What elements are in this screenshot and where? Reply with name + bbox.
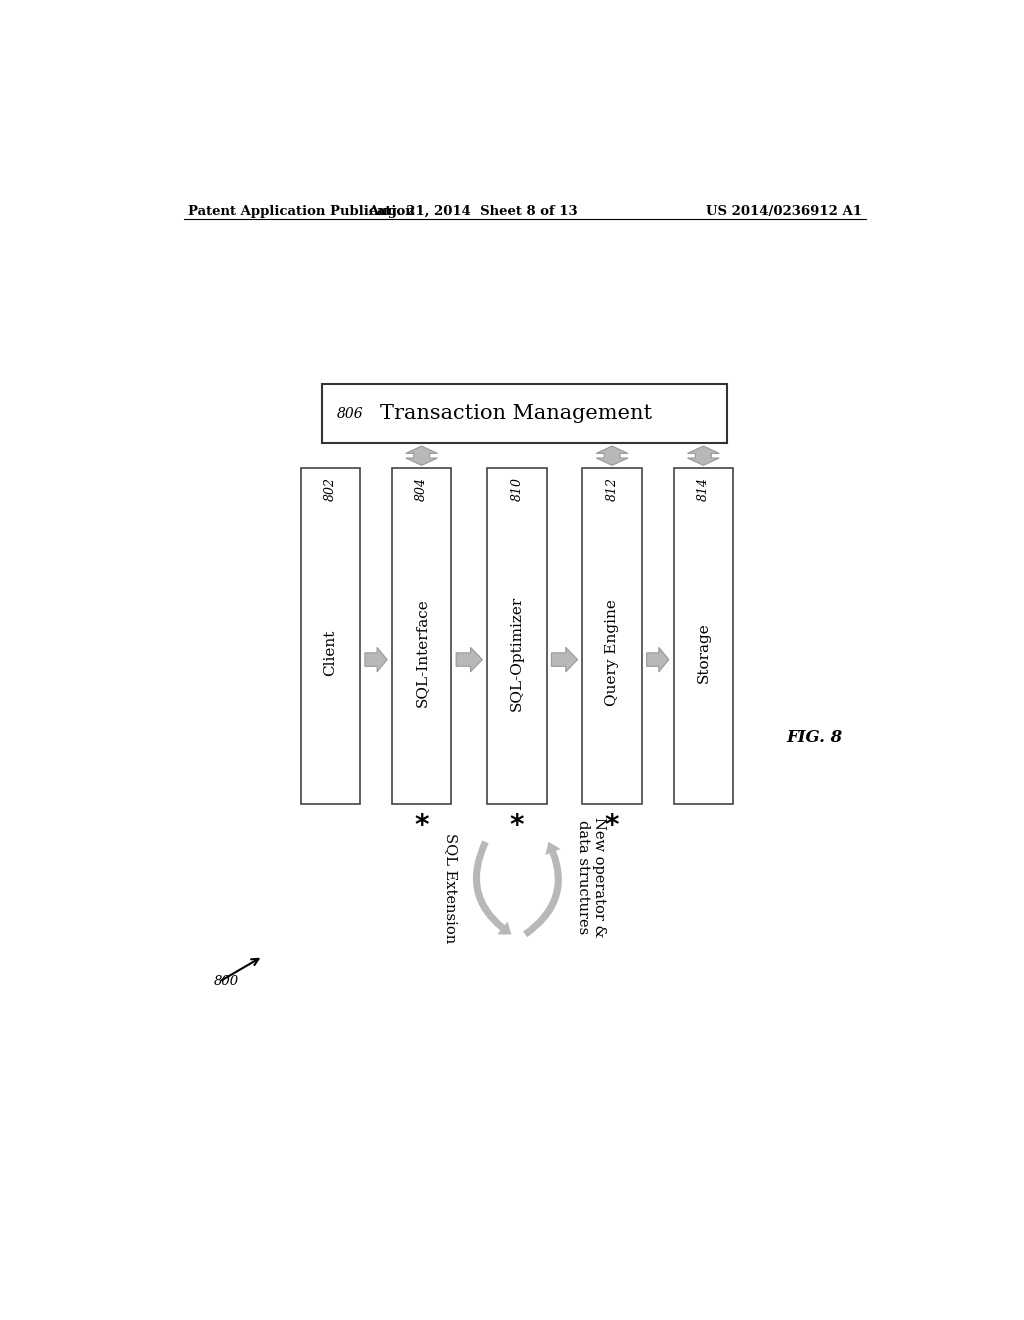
Text: 800: 800	[214, 975, 239, 989]
PathPatch shape	[687, 446, 719, 466]
Text: US 2014/0236912 A1: US 2014/0236912 A1	[707, 205, 862, 218]
Text: Client: Client	[324, 630, 337, 676]
PathPatch shape	[406, 446, 437, 466]
FancyBboxPatch shape	[301, 469, 360, 804]
Text: Patent Application Publication: Patent Application Publication	[187, 205, 415, 218]
Text: Aug. 21, 2014  Sheet 8 of 13: Aug. 21, 2014 Sheet 8 of 13	[369, 205, 578, 218]
FancyBboxPatch shape	[674, 469, 733, 804]
PathPatch shape	[646, 647, 669, 672]
Text: Query Engine: Query Engine	[605, 599, 620, 706]
Text: SQL-Interface: SQL-Interface	[415, 598, 429, 708]
Text: New operator &
data structures: New operator & data structures	[575, 817, 606, 937]
Text: 806: 806	[337, 407, 364, 421]
Text: 812: 812	[605, 477, 618, 500]
Text: *: *	[510, 812, 524, 840]
Text: 810: 810	[510, 477, 523, 500]
FancyBboxPatch shape	[487, 469, 547, 804]
Text: *: *	[605, 812, 620, 840]
FancyBboxPatch shape	[392, 469, 452, 804]
Text: SQL Extension: SQL Extension	[444, 833, 458, 942]
FancyBboxPatch shape	[323, 384, 727, 444]
Text: Transaction Management: Transaction Management	[380, 404, 651, 422]
Text: 814: 814	[697, 477, 710, 500]
PathPatch shape	[596, 446, 628, 466]
Text: FIG. 8: FIG. 8	[786, 729, 843, 746]
Text: 802: 802	[324, 477, 337, 500]
Text: Storage: Storage	[696, 623, 711, 684]
Text: SQL-Optimizer: SQL-Optimizer	[510, 595, 524, 710]
Text: 804: 804	[415, 477, 428, 500]
FancyBboxPatch shape	[583, 469, 642, 804]
Text: *: *	[415, 812, 429, 840]
PathPatch shape	[456, 647, 482, 672]
PathPatch shape	[365, 647, 387, 672]
PathPatch shape	[551, 647, 578, 672]
